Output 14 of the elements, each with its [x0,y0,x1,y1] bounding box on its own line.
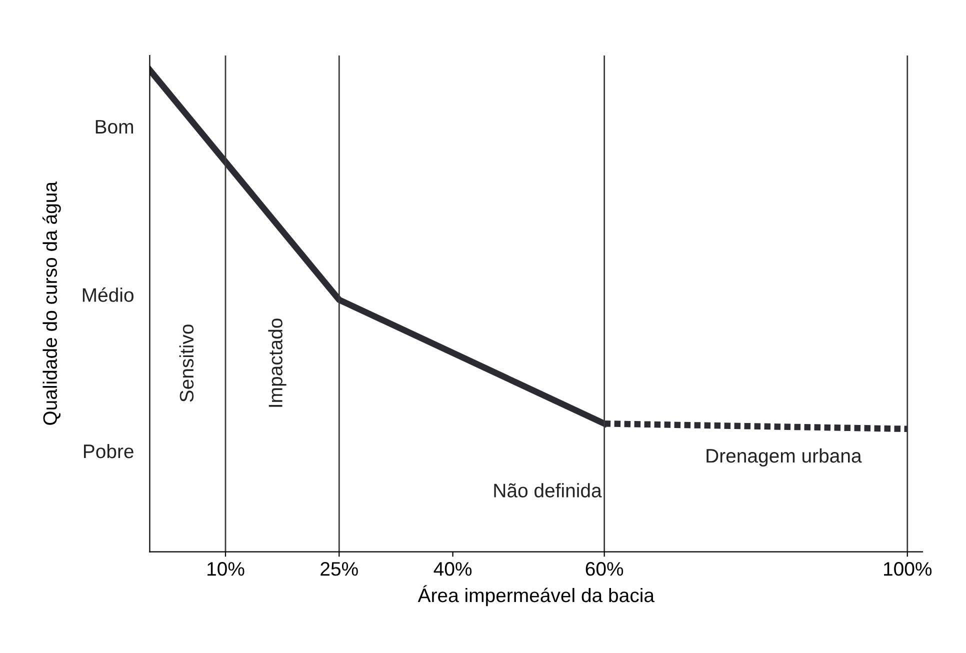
annotation: Sensitivo [179,324,194,402]
x-tick-label: 100% [884,562,932,576]
y-axis-title: Qualidade do curso da água [42,181,61,425]
x-tick-label: 60% [586,562,624,576]
text: Pobre [84,444,134,458]
text: Bom [96,120,133,134]
x-tick-label: 25% [320,562,358,576]
x-tick-label: 40% [434,562,472,576]
annotation: Drenagem urbana [706,448,862,467]
text: Médio [82,287,134,302]
x-tick-label: 10% [208,562,244,576]
annotation: Impactado [268,318,286,407]
annotation: Não definida [494,483,602,498]
x-axis-title: Área impermeável da bacia [418,585,654,606]
